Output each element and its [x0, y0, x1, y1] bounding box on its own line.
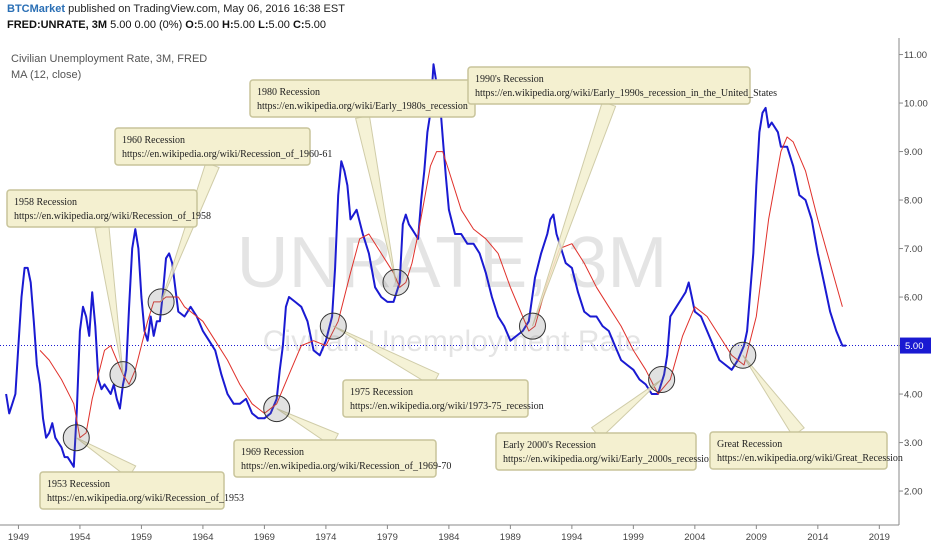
- x-tick-label: 1979: [377, 532, 398, 543]
- annotation-title: 1960 Recession: [122, 135, 185, 146]
- x-tick-label: 1974: [315, 532, 336, 543]
- series-title[interactable]: Civilian Unemployment Rate, 3M, FRED: [11, 53, 208, 65]
- watermark-description: Civilian Unemployment Rate: [263, 325, 642, 358]
- annotation-circle: [147, 288, 175, 316]
- x-tick-label: 2014: [807, 532, 828, 543]
- annotation-url: https://en.wikipedia.org/wiki/1973-75_re…: [350, 401, 544, 412]
- annotation-title: Early 2000's Recession: [503, 440, 596, 451]
- y-tick-label: 10.00: [904, 99, 928, 110]
- last-price-badge: [900, 337, 931, 354]
- publish-info: BTCMarket published on TradingView.com, …: [7, 3, 345, 15]
- annotation-url: https://en.wikipedia.org/wiki/Recession_…: [122, 149, 332, 160]
- y-tick-label: 2.00: [904, 487, 923, 498]
- symbol-label[interactable]: FRED:UNRATE, 3M: [7, 19, 108, 31]
- annotation-url: https://en.wikipedia.org/wiki/Early_1980…: [257, 101, 468, 112]
- x-tick-label: 2009: [746, 532, 767, 543]
- annotation-title: 1980 Recession: [257, 87, 320, 98]
- annotation-title: 1975 Recession: [350, 387, 413, 398]
- unemployment-rate-line: [5, 63, 847, 468]
- quote-change: 5.00 0.00 (0%): [107, 19, 186, 31]
- low-label: L:: [255, 19, 269, 31]
- annotation-circle: [109, 361, 137, 389]
- annotation-box: [495, 432, 697, 471]
- annotation-connectors: [75, 101, 805, 479]
- annotation-box: [709, 431, 888, 470]
- x-tick-label: 1964: [192, 532, 213, 543]
- annotation-circle: [729, 341, 757, 369]
- annotation-circle: [319, 312, 347, 340]
- x-tick-label: 1959: [131, 532, 152, 543]
- y-tick-label: 4.00: [904, 390, 923, 401]
- watermark-symbol: UNRATE, 3M: [237, 223, 668, 303]
- annotation-title: Great Recession: [717, 439, 782, 450]
- low-value: 5.00: [268, 19, 290, 31]
- annotation-pointer: [94, 225, 124, 375]
- annotation-title: 1958 Recession: [14, 197, 77, 208]
- ma-title[interactable]: MA (12, close): [11, 69, 82, 81]
- x-tick-label: 1999: [623, 532, 644, 543]
- annotation-box: [114, 127, 311, 166]
- watermark: UNRATE, 3M Civilian Unemployment Rate: [237, 223, 668, 358]
- close-label: C:: [289, 19, 305, 31]
- close-value: 5.00: [304, 19, 327, 31]
- annotation-circle: [648, 366, 676, 393]
- high-value: 5.00: [233, 19, 256, 31]
- annotation-url: https://en.wikipedia.org/wiki/Early_1990…: [475, 88, 777, 99]
- annotation-title: 1990's Recession: [475, 74, 544, 85]
- y-tick-label: 11.00: [904, 50, 927, 61]
- x-tick-label: 1994: [561, 532, 582, 543]
- annotation-url: https://en.wikipedia.org/wiki/Great_Rece…: [717, 453, 903, 464]
- annotation-title: 1969 Recession: [241, 447, 304, 458]
- moving-average-line: [39, 136, 843, 439]
- annotation-url: https://en.wikipedia.org/wiki/Recession_…: [241, 461, 451, 472]
- annotation-box: [39, 471, 225, 510]
- x-tick-label: 1954: [69, 532, 90, 543]
- annotation-box: [342, 379, 529, 418]
- y-tick-label: 8.00: [904, 196, 923, 207]
- publish-text: published on TradingView.com, May 06, 20…: [65, 3, 345, 15]
- x-tick-label: 2004: [684, 532, 705, 543]
- symbol-quote-line: FRED:UNRATE, 3M 5.00 0.00 (0%) O:5.00 H:…: [7, 19, 326, 31]
- y-tick-label: 7.00: [904, 244, 923, 255]
- annotation-url: https://en.wikipedia.org/wiki/Early_2000…: [503, 454, 714, 465]
- x-tick-label: 1984: [438, 532, 459, 543]
- annotation-pointer: [742, 354, 805, 437]
- x-tick-label: 1969: [254, 532, 275, 543]
- open-value: 5.00: [197, 19, 219, 31]
- annotation-circle: [263, 395, 291, 423]
- last-price-line: 5.00: [0, 337, 931, 354]
- y-tick-label: 6.00: [904, 293, 923, 304]
- annotation-pointer: [590, 379, 662, 440]
- annotation-layer: 1953 Recession https://en.wikipedia.org/w…: [6, 66, 903, 510]
- series-layer: [5, 63, 847, 468]
- author-link[interactable]: BTCMarket: [7, 3, 66, 15]
- high-label: H:: [218, 19, 234, 31]
- annotation-box: [233, 439, 437, 478]
- x-tick-label: 2019: [869, 532, 890, 543]
- annotation-title: 1953 Recession: [47, 479, 110, 490]
- annotation-url: https://en.wikipedia.org/wiki/Recession_…: [14, 211, 211, 222]
- annotation-circle: [382, 269, 410, 296]
- x-tick-label: 1949: [8, 532, 29, 543]
- y-tick-label: 9.00: [904, 147, 923, 158]
- annotation-box: [6, 189, 198, 228]
- annotation-circle: [519, 312, 547, 340]
- annotation-box: [467, 66, 751, 105]
- y-tick-label: 3.00: [904, 438, 923, 449]
- x-tick-label: 1989: [500, 532, 521, 543]
- annotation-url: https://en.wikipedia.org/wiki/Recession_…: [47, 493, 244, 504]
- last-price-label: 5.00: [905, 341, 924, 352]
- open-label: O:: [185, 19, 198, 31]
- annotation-pointer: [160, 161, 220, 303]
- annotation-circle: [62, 424, 90, 452]
